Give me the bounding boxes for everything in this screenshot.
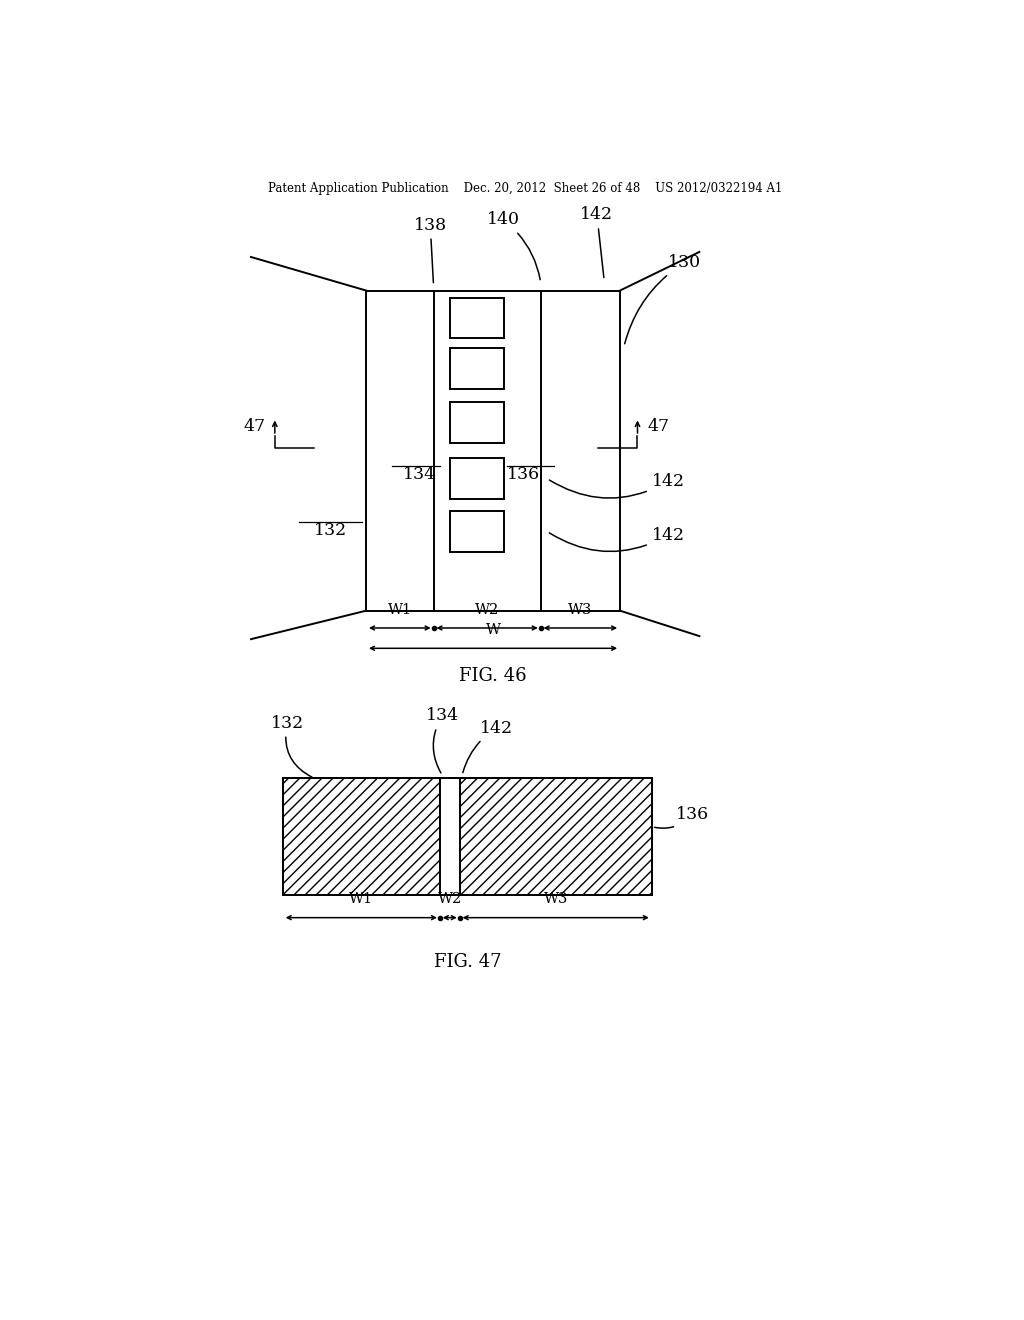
Text: W3: W3: [568, 603, 593, 616]
Text: 47: 47: [647, 418, 669, 436]
Bar: [460, 779, 652, 895]
Text: 136: 136: [507, 466, 540, 483]
Text: Patent Application Publication    Dec. 20, 2012  Sheet 26 of 48    US 2012/03221: Patent Application Publication Dec. 20, …: [267, 182, 782, 195]
Text: 130: 130: [625, 255, 700, 343]
Text: 142: 142: [550, 473, 685, 498]
Bar: [451, 458, 504, 499]
Text: 142: 142: [463, 719, 513, 772]
Text: 136: 136: [654, 807, 709, 828]
Text: FIG. 46: FIG. 46: [459, 667, 527, 685]
Text: W2: W2: [475, 603, 500, 616]
Text: 140: 140: [486, 211, 541, 280]
Text: W3: W3: [544, 892, 568, 907]
Bar: [451, 348, 504, 389]
Text: 47: 47: [243, 418, 265, 436]
Bar: [283, 779, 440, 895]
Text: 132: 132: [313, 523, 347, 540]
Bar: [451, 403, 504, 444]
Text: 132: 132: [270, 714, 312, 777]
Bar: [451, 511, 504, 552]
Bar: [451, 297, 504, 338]
Text: 138: 138: [414, 216, 446, 282]
Text: 134: 134: [426, 708, 459, 774]
Bar: [440, 779, 460, 895]
Text: 142: 142: [581, 206, 613, 277]
Text: FIG. 47: FIG. 47: [433, 953, 501, 972]
Text: W1: W1: [388, 603, 412, 616]
Text: W2: W2: [437, 892, 462, 907]
Text: W1: W1: [349, 892, 374, 907]
Text: 142: 142: [549, 527, 685, 552]
Text: W: W: [485, 623, 501, 638]
Text: 134: 134: [402, 466, 436, 483]
